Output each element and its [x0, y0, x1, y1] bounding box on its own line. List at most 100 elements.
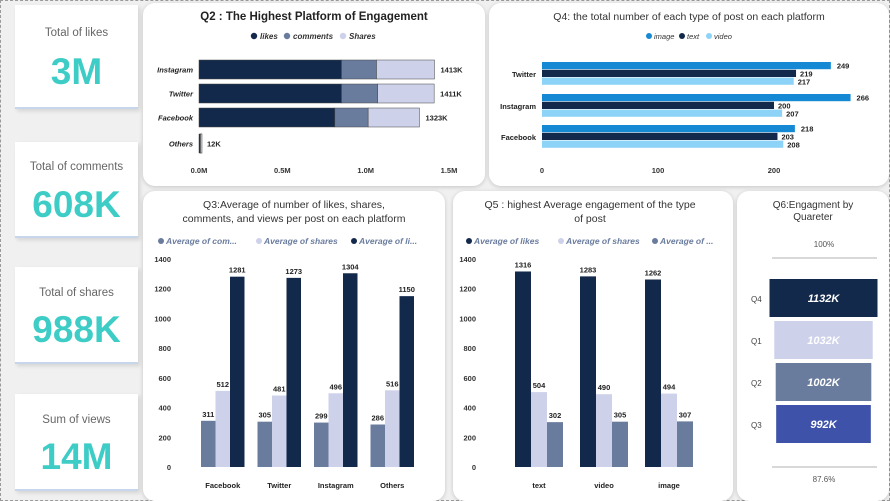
bar-0	[314, 422, 329, 467]
data-label: 1002K	[807, 377, 840, 389]
data-label: 1413K	[441, 66, 464, 75]
data-label: 1132K	[808, 293, 841, 305]
bar-segment-shares	[377, 83, 435, 104]
q3-chart-card[interactable]: Q3:Average of number of likes, shares, co…	[143, 191, 445, 501]
kpi-card-comments[interactable]: Total of comments 608K	[15, 142, 138, 238]
bar-2	[343, 273, 358, 467]
chart-title: of post	[574, 213, 606, 225]
data-label: 219	[800, 70, 813, 79]
data-label: 1316	[515, 260, 532, 269]
legend-label: video	[714, 32, 732, 41]
y-tick-label: 1200	[459, 285, 476, 294]
bar-image	[542, 62, 831, 70]
data-label: 12K	[207, 140, 221, 149]
bar-0	[257, 421, 272, 467]
bar-segment-comments	[341, 59, 377, 80]
category-label: text	[532, 481, 546, 490]
data-label: 305	[258, 411, 271, 420]
data-label: 1411K	[440, 90, 462, 99]
chart-title: Q4: the total number of each type of pos…	[553, 11, 825, 23]
bar-segment-likes	[198, 107, 336, 128]
q6-chart-card[interactable]: Q6:Engagment by Quareter 100% 1132K Q4 1032K Q…	[737, 191, 889, 501]
bar-0	[370, 424, 385, 467]
legend-label: Average of li...	[358, 236, 417, 246]
category-label: Facebook	[158, 114, 194, 123]
bar-1	[272, 395, 287, 467]
data-label: 504	[533, 381, 546, 390]
y-tick-label: 0	[167, 463, 171, 472]
legend-label: Average of com...	[165, 236, 237, 246]
q5-chart: Q5 : highest Average engagement of the t…	[459, 199, 713, 490]
bar-2	[286, 277, 301, 467]
legend-label: text	[687, 32, 700, 41]
data-label: 311	[202, 410, 214, 419]
q2-chart: Q2 : The Highest Platform of Engagement l…	[157, 11, 464, 175]
y-tick-label: 600	[158, 374, 171, 383]
bar-2	[547, 422, 563, 467]
legend-label: comments	[293, 32, 334, 41]
legend-label: likes	[260, 32, 278, 41]
data-label: 1273	[285, 267, 302, 276]
data-label: 299	[315, 412, 328, 421]
data-label: 249	[837, 62, 850, 71]
q2-chart-card[interactable]: Q2 : The Highest Platform of Engagement l…	[143, 3, 485, 186]
kpi-value: 3M	[50, 51, 103, 92]
bar-image	[542, 125, 795, 133]
data-label: 266	[857, 94, 870, 103]
category-label: video	[594, 481, 614, 490]
kpi-label: Total of comments	[29, 161, 124, 173]
bar-segment-likes	[198, 59, 342, 80]
q4-chart-card[interactable]: Q4: the total number of each type of pos…	[489, 3, 889, 186]
category-label: Q2	[751, 379, 762, 388]
y-tick-label: 0	[472, 463, 476, 472]
data-label: 200	[778, 102, 791, 111]
q4-chart: Q4: the total number of each type of pos…	[500, 11, 870, 175]
legend-marker	[351, 238, 357, 244]
quarter-bar	[774, 321, 873, 359]
y-tick-label: 800	[158, 344, 171, 353]
quarter-bar	[775, 363, 872, 401]
data-label: 217	[798, 77, 811, 86]
data-label: 1032K	[807, 335, 840, 347]
y-tick-label: 400	[158, 404, 171, 413]
bar-0	[580, 276, 596, 467]
data-label: 307	[679, 410, 692, 419]
kpi-label: Total of likes	[44, 27, 109, 39]
kpi-card-views[interactable]: Sum of views 14M	[15, 394, 138, 491]
y-tick-label: 800	[463, 344, 476, 353]
data-label: 481	[273, 385, 286, 394]
quarter-bar	[776, 405, 871, 443]
kpi-value: 608K	[32, 184, 121, 225]
data-label: 1304	[342, 262, 360, 271]
data-label: 302	[549, 411, 562, 420]
y-tick-label: 400	[463, 404, 476, 413]
data-label: 305	[614, 411, 627, 420]
chart-title: Quareter	[793, 212, 833, 223]
category-label: Others	[169, 140, 193, 149]
bar-0	[201, 420, 216, 467]
kpi-label: Sum of views	[42, 414, 111, 426]
kpi-card-shares[interactable]: Total of shares 988K	[15, 267, 138, 364]
legend-marker	[558, 238, 564, 244]
q3-chart: Q3:Average of number of likes, shares, co…	[154, 199, 417, 490]
category-label: Q4	[751, 295, 762, 304]
bar-segment-comments	[334, 107, 369, 128]
x-tick-label: 1.0M	[357, 166, 374, 175]
bar-2	[677, 421, 693, 467]
bar-0	[515, 271, 531, 467]
category-label: Instagram	[500, 102, 536, 111]
kpi-card-likes[interactable]: Total of likes 3M	[15, 5, 138, 109]
legend-marker	[158, 238, 164, 244]
top-percent-label: 100%	[814, 240, 834, 249]
bar-1	[531, 392, 547, 467]
category-label: Instagram	[157, 66, 193, 75]
data-label: 1281	[229, 266, 246, 275]
bar-2	[399, 296, 414, 467]
bottom-percent-label: 87.6%	[813, 475, 836, 484]
bar-image	[542, 94, 851, 102]
chart-title: Q2 : The Highest Platform of Engagement	[200, 11, 428, 23]
q5-chart-card[interactable]: Q5 : highest Average engagement of the t…	[453, 191, 733, 501]
data-label: 1262	[645, 269, 662, 278]
kpi-value: 14M	[40, 436, 113, 477]
